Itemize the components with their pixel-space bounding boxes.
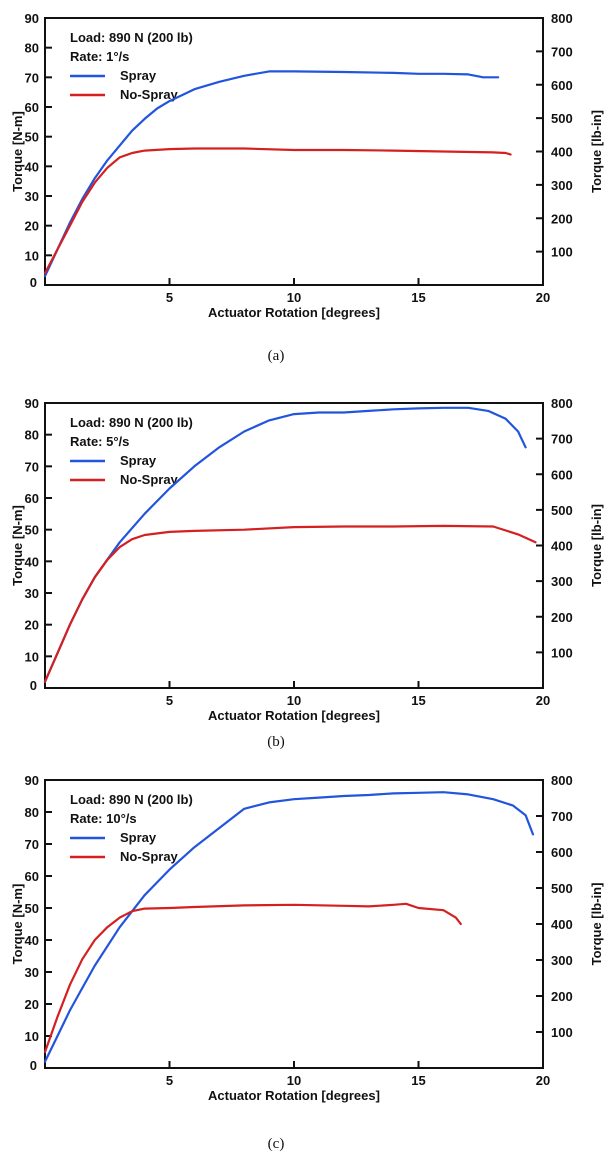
y-tick-label: 50 [25,523,39,538]
y2-tick-label: 200 [551,211,573,226]
legend-label-spray: Spray [120,830,157,845]
y-tick-label: 10 [25,1029,39,1044]
x-axis-label: Actuator Rotation [degrees] [208,1088,380,1103]
y2-tick-label: 500 [551,881,573,896]
y-axis-label: Torque [N-m] [10,884,25,965]
x-axis-label: Actuator Rotation [degrees] [208,708,380,723]
chart-panel-a: 10 20 30 40 50 60 70 80 90 0 100 200 300 400 500 600 700… [10,11,604,364]
y-axis-label: Torque [N-m] [10,505,25,586]
series-line-no-spray [43,147,512,275]
y2-tick-label: 400 [551,145,573,160]
y-tick-label: 30 [25,189,39,204]
y2-tick-label: 800 [551,11,573,26]
y-tick-label: 80 [25,805,39,820]
x-tick-label: 15 [411,693,425,708]
x-tick-label: 10 [287,693,301,708]
y-axis-label: Torque [N-m] [10,111,25,192]
y-tick-label: 30 [25,965,39,980]
y-tick-label: 30 [25,586,39,601]
y-tick-label: 60 [25,491,39,506]
y2-tick-label: 600 [551,845,573,860]
y2-tick-label: 200 [551,610,573,625]
x-tick-label: 10 [287,1073,301,1088]
y-tick-label: 20 [25,618,39,633]
legend-label-spray: Spray [120,68,157,83]
legend-label-no-spray: No-Spray [120,87,179,102]
y2-tick-label: 700 [551,809,573,824]
y-tick-label: 90 [25,773,39,788]
y2-tick-label: 300 [551,178,573,193]
y2-tick-label: 700 [551,44,573,59]
origin-tick-label: 0 [30,678,37,693]
series-line-no-spray [43,902,462,1054]
series-line-no-spray [43,524,537,683]
y-tick-label: 50 [25,130,39,145]
x-tick-label: 15 [411,1073,425,1088]
x-tick-label: 20 [536,693,550,708]
y-tick-label: 50 [25,901,39,916]
panel-caption: (b) [267,734,285,750]
y-tick-label: 60 [25,869,39,884]
x-tick-label: 10 [287,290,301,305]
x-tick-label: 20 [536,290,550,305]
y2-tick-label: 300 [551,574,573,589]
rate-annotation: Rate: 1°/s [70,49,129,64]
legend-label-no-spray: No-Spray [120,472,179,487]
y2-tick-label: 800 [551,396,573,411]
y-tick-label: 20 [25,997,39,1012]
y-tick-label: 10 [25,248,39,263]
y2-axis-label: Torque [lb-in] [589,883,604,966]
load-annotation: Load: 890 N (200 lb) [70,792,193,807]
legend-label-spray: Spray [120,453,157,468]
y-tick-label: 10 [25,649,39,664]
y2-tick-label: 400 [551,917,573,932]
panel-caption: (a) [268,348,285,364]
chart-panel-c: 10 20 30 40 50 60 70 80 90 0 100 200 300 400 500 600 700… [10,773,604,1152]
origin-tick-label: 0 [30,1058,37,1073]
y-tick-label: 70 [25,837,39,852]
y-tick-label: 60 [25,100,39,115]
y2-tick-label: 600 [551,467,573,482]
y2-tick-label: 100 [551,1025,573,1040]
y2-tick-label: 100 [551,245,573,260]
y-tick-label: 70 [25,70,39,85]
y2-tick-label: 500 [551,111,573,126]
load-annotation: Load: 890 N (200 lb) [70,415,193,430]
x-axis-label: Actuator Rotation [degrees] [208,305,380,320]
y2-tick-label: 500 [551,503,573,518]
y2-tick-label: 800 [551,773,573,788]
x-tick-label: 5 [166,693,173,708]
y-tick-label: 70 [25,459,39,474]
x-tick-label: 5 [166,1073,173,1088]
rate-annotation: Rate: 5°/s [70,434,129,449]
panel-caption: (c) [268,1136,285,1152]
x-tick-label: 5 [166,290,173,305]
y2-tick-label: 600 [551,78,573,93]
origin-tick-label: 0 [30,275,37,290]
rate-annotation: Rate: 10°/s [70,811,137,826]
load-annotation: Load: 890 N (200 lb) [70,30,193,45]
y2-tick-label: 100 [551,645,573,660]
y2-tick-label: 700 [551,432,573,447]
y-tick-label: 80 [25,41,39,56]
series-line-spray [43,791,535,1063]
y2-axis-label: Torque [lb-in] [589,504,604,587]
x-tick-label: 20 [536,1073,550,1088]
y-tick-label: 40 [25,554,39,569]
y2-tick-label: 200 [551,989,573,1004]
y-tick-label: 20 [25,219,39,234]
legend-label-no-spray: No-Spray [120,849,179,864]
y-tick-label: 80 [25,428,39,443]
y-tick-label: 40 [25,933,39,948]
y-tick-label: 40 [25,159,39,174]
y2-tick-label: 400 [551,539,573,554]
y2-tick-label: 300 [551,953,573,968]
y2-axis-label: Torque [lb-in] [589,110,604,193]
y-tick-label: 90 [25,396,39,411]
series-line-spray [43,70,500,278]
y-tick-label: 90 [25,11,39,26]
chart-panel-b: 10 20 30 40 50 60 70 80 90 0 100 200 300 400 500 600 700… [10,396,604,750]
x-tick-label: 15 [411,290,425,305]
